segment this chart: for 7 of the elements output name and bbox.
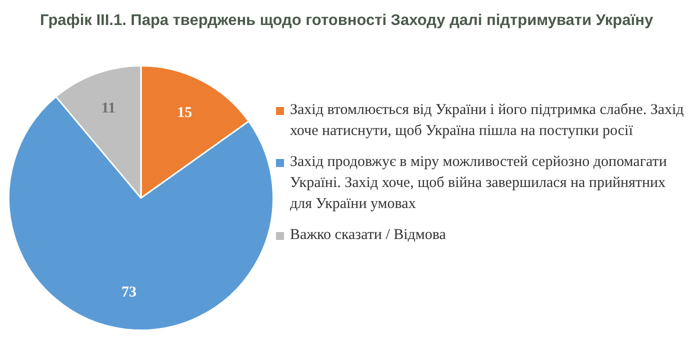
data-label: 11 — [101, 100, 116, 116]
legend-label: Захід продовжує в міру можливостей серйозно допомагати Україні. Захід хоче, щоб війна завершилася на прийнятних для України умовах — [290, 153, 668, 214]
data-label: 15 — [177, 105, 192, 122]
chart-title: Графік III.1. Пара тверджень щодо готовності Заходу далі підтримувати Україну — [40, 12, 654, 30]
data-label: 73 — [121, 284, 136, 300]
legend-label: Важко сказати / Відмова — [290, 226, 446, 245]
legend-label: Захід втомлюється від України і його підтримка слабне. Захід хоче натиснути, щоб Україна пішла на поступки росії — [290, 101, 685, 141]
